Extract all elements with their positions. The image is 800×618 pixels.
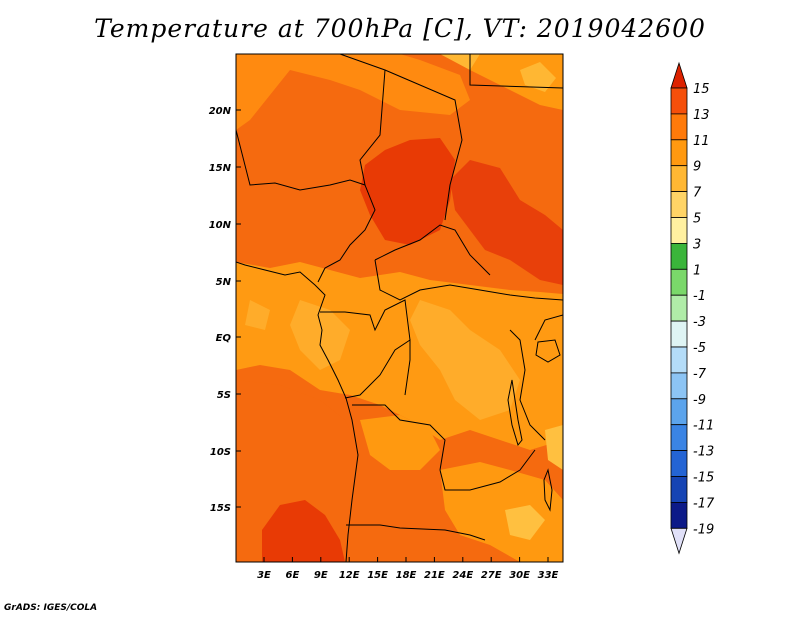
colorbar-segment — [670, 320, 688, 348]
field-band-9-11-southcentral — [360, 415, 440, 470]
lon-tick-label: 21E — [424, 570, 445, 581]
border-drc-west — [344, 339, 411, 399]
map-title: Temperature at 700hPa [C], VT: 201904260… — [94, 14, 706, 43]
map-frame — [235, 53, 564, 563]
lon-tick-label: 15E — [367, 570, 388, 581]
lon-tick-label: 33E — [538, 570, 559, 581]
colorbar-top-arrow — [670, 61, 688, 89]
colorbar-segment — [670, 450, 688, 477]
lat-tick-label: 20N — [209, 106, 232, 117]
colorbar-segment — [670, 87, 688, 115]
coastline-west — [236, 261, 359, 562]
colorbar-label: -7 — [693, 367, 707, 382]
colorbar-segment — [670, 294, 688, 322]
border-car-south — [374, 259, 563, 301]
lat-tick-label: 15N — [209, 163, 232, 174]
border-car-north — [374, 224, 491, 276]
field-band-13-15-central — [360, 138, 455, 245]
colorbar-label: -13 — [693, 445, 714, 460]
colorbar-segment — [670, 113, 688, 141]
border-zambia — [439, 449, 536, 491]
field-band-9-11-north — [236, 54, 470, 130]
colorbar-segment — [670, 501, 688, 529]
colorbar-segment — [670, 424, 688, 452]
lat-tick-label: 10S — [210, 447, 231, 458]
colorbar-segment — [670, 242, 688, 270]
border-angola-north — [352, 404, 446, 471]
colorbar: 15 13 11 9 7 5 3 1 -1 -3 -5 -7 -9 -11 -13 -15 -17 -19 — [670, 61, 715, 555]
country-borders — [236, 54, 563, 562]
colorbar-label: 9 — [693, 160, 701, 175]
field-band-13-15-southwest — [262, 500, 345, 562]
longitude-axis: 3E 6E 9E 12E 15E 18E 21E 24E 27E 30E 33E — [257, 557, 559, 581]
colorbar-label: 1 — [693, 263, 701, 278]
lon-tick-label: 18E — [396, 570, 417, 581]
border-chad-sudan — [384, 69, 463, 221]
colorbar-label: 11 — [693, 134, 710, 149]
latitude-axis: 20N 15N 10N 5N EQ 5S 10S 15S — [209, 106, 241, 514]
field-band-7-9-equator — [245, 300, 520, 420]
lake-victoria — [535, 339, 561, 363]
border-cameroon-congo — [320, 299, 411, 341]
field-band-11-13-south — [236, 380, 360, 562]
colorbar-bottom-arrow — [670, 527, 688, 555]
colorbar-label: 5 — [693, 212, 701, 227]
border-nigeria-north — [236, 129, 366, 191]
lat-tick-label: 5S — [217, 390, 231, 401]
lat-tick-label: 15S — [210, 503, 231, 514]
field-band-7-9-north — [440, 54, 556, 92]
lat-tick-label: 5N — [216, 277, 232, 288]
map-field — [236, 54, 563, 562]
border-angola-south — [346, 524, 486, 541]
border-sudan-east — [469, 54, 563, 89]
lon-tick-label: 27E — [481, 570, 502, 581]
colorbar-segment — [670, 139, 688, 167]
lon-tick-label: 30E — [509, 570, 530, 581]
colorbar-segment — [670, 346, 688, 374]
colorbar-label: -1 — [693, 289, 706, 304]
colorbar-segment — [670, 268, 688, 296]
lon-tick-label: 3E — [257, 570, 271, 581]
lon-tick-label: 6E — [286, 570, 300, 581]
colorbar-label: -3 — [693, 315, 706, 330]
border-niger-chad — [339, 54, 386, 186]
colorbar-segment — [670, 476, 688, 503]
border-drc-east — [509, 329, 546, 441]
colorbar-segment — [670, 398, 688, 426]
lon-tick-label: 24E — [452, 570, 473, 581]
border-nigeria-east — [317, 184, 376, 283]
grads-credit: GrADS: IGES/COLA — [4, 603, 98, 613]
colorbar-label: -19 — [693, 522, 714, 537]
lake-malawi — [543, 468, 553, 512]
colorbar-label: -5 — [693, 341, 706, 356]
colorbar-label: 3 — [693, 237, 701, 252]
lat-tick-label: EQ — [216, 333, 232, 344]
colorbar-label: 7 — [693, 186, 702, 201]
colorbar-label: -17 — [693, 496, 715, 511]
lon-tick-label: 12E — [339, 570, 360, 581]
lat-tick-label: 10N — [209, 220, 232, 231]
colorbar-segment — [670, 165, 688, 192]
border-tanzania-kenya — [534, 314, 563, 341]
colorbar-segment — [670, 191, 688, 218]
colorbar-segment — [670, 217, 688, 244]
field-band-13-15-east — [450, 160, 563, 285]
colorbar-label: 13 — [693, 108, 710, 123]
colorbar-segment — [670, 372, 688, 400]
lake-tanganyika — [507, 379, 523, 447]
colorbar-label: -11 — [693, 419, 714, 434]
colorbar-label: -15 — [693, 471, 714, 486]
colorbar-label: -9 — [693, 393, 706, 408]
field-band-7-9-south — [505, 425, 563, 540]
colorbar-label: 15 — [693, 82, 710, 97]
lon-tick-label: 9E — [314, 570, 328, 581]
